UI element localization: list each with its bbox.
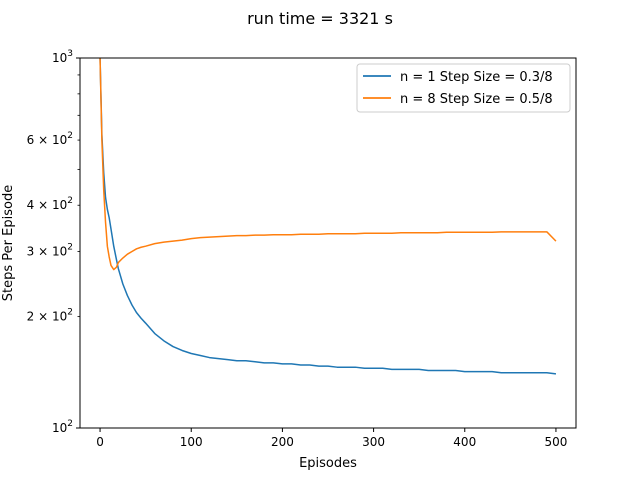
series-line-2 [99,58,557,271]
y-minor-tick-label: 3 × 102 [27,242,73,258]
y-axis: 102 103 2 × 102 3 × 102 4 × 102 6 × 102 [27,49,80,435]
x-tick-label: 400 [453,435,476,449]
legend: n = 1 Step Size = 0.3/8 n = 8 Step Size =… [356,63,571,113]
legend-entry: n = 1 Step Size = 0.3/8 [400,70,553,85]
y-minor-tick-label: 2 × 102 [27,308,73,324]
x-tick-label: 0 [96,435,104,449]
y-axis-label: Steps Per Episode [1,185,16,301]
x-tick-label: 200 [271,435,294,449]
y-major-tick-label: 103 [52,49,73,65]
series-line-1 [99,58,557,375]
series-layer [99,58,557,375]
y-minor-tick-label: 6 × 102 [27,131,73,147]
chart-title: run time = 3321 s [247,9,393,28]
plot-area-frame [79,57,577,429]
x-tick-label: 300 [362,435,385,449]
y-minor-tick-label: 4 × 102 [27,196,73,212]
x-tick-label: 100 [180,435,203,449]
legend-box [356,63,571,113]
legend-entry: n = 8 Step Size = 0.5/8 [400,92,553,107]
x-axis-label: Episodes [299,456,357,471]
y-major-tick-label: 102 [52,419,73,435]
x-axis: 0 100 200 300 400 500 [96,428,567,449]
x-tick-label: 500 [544,435,567,449]
